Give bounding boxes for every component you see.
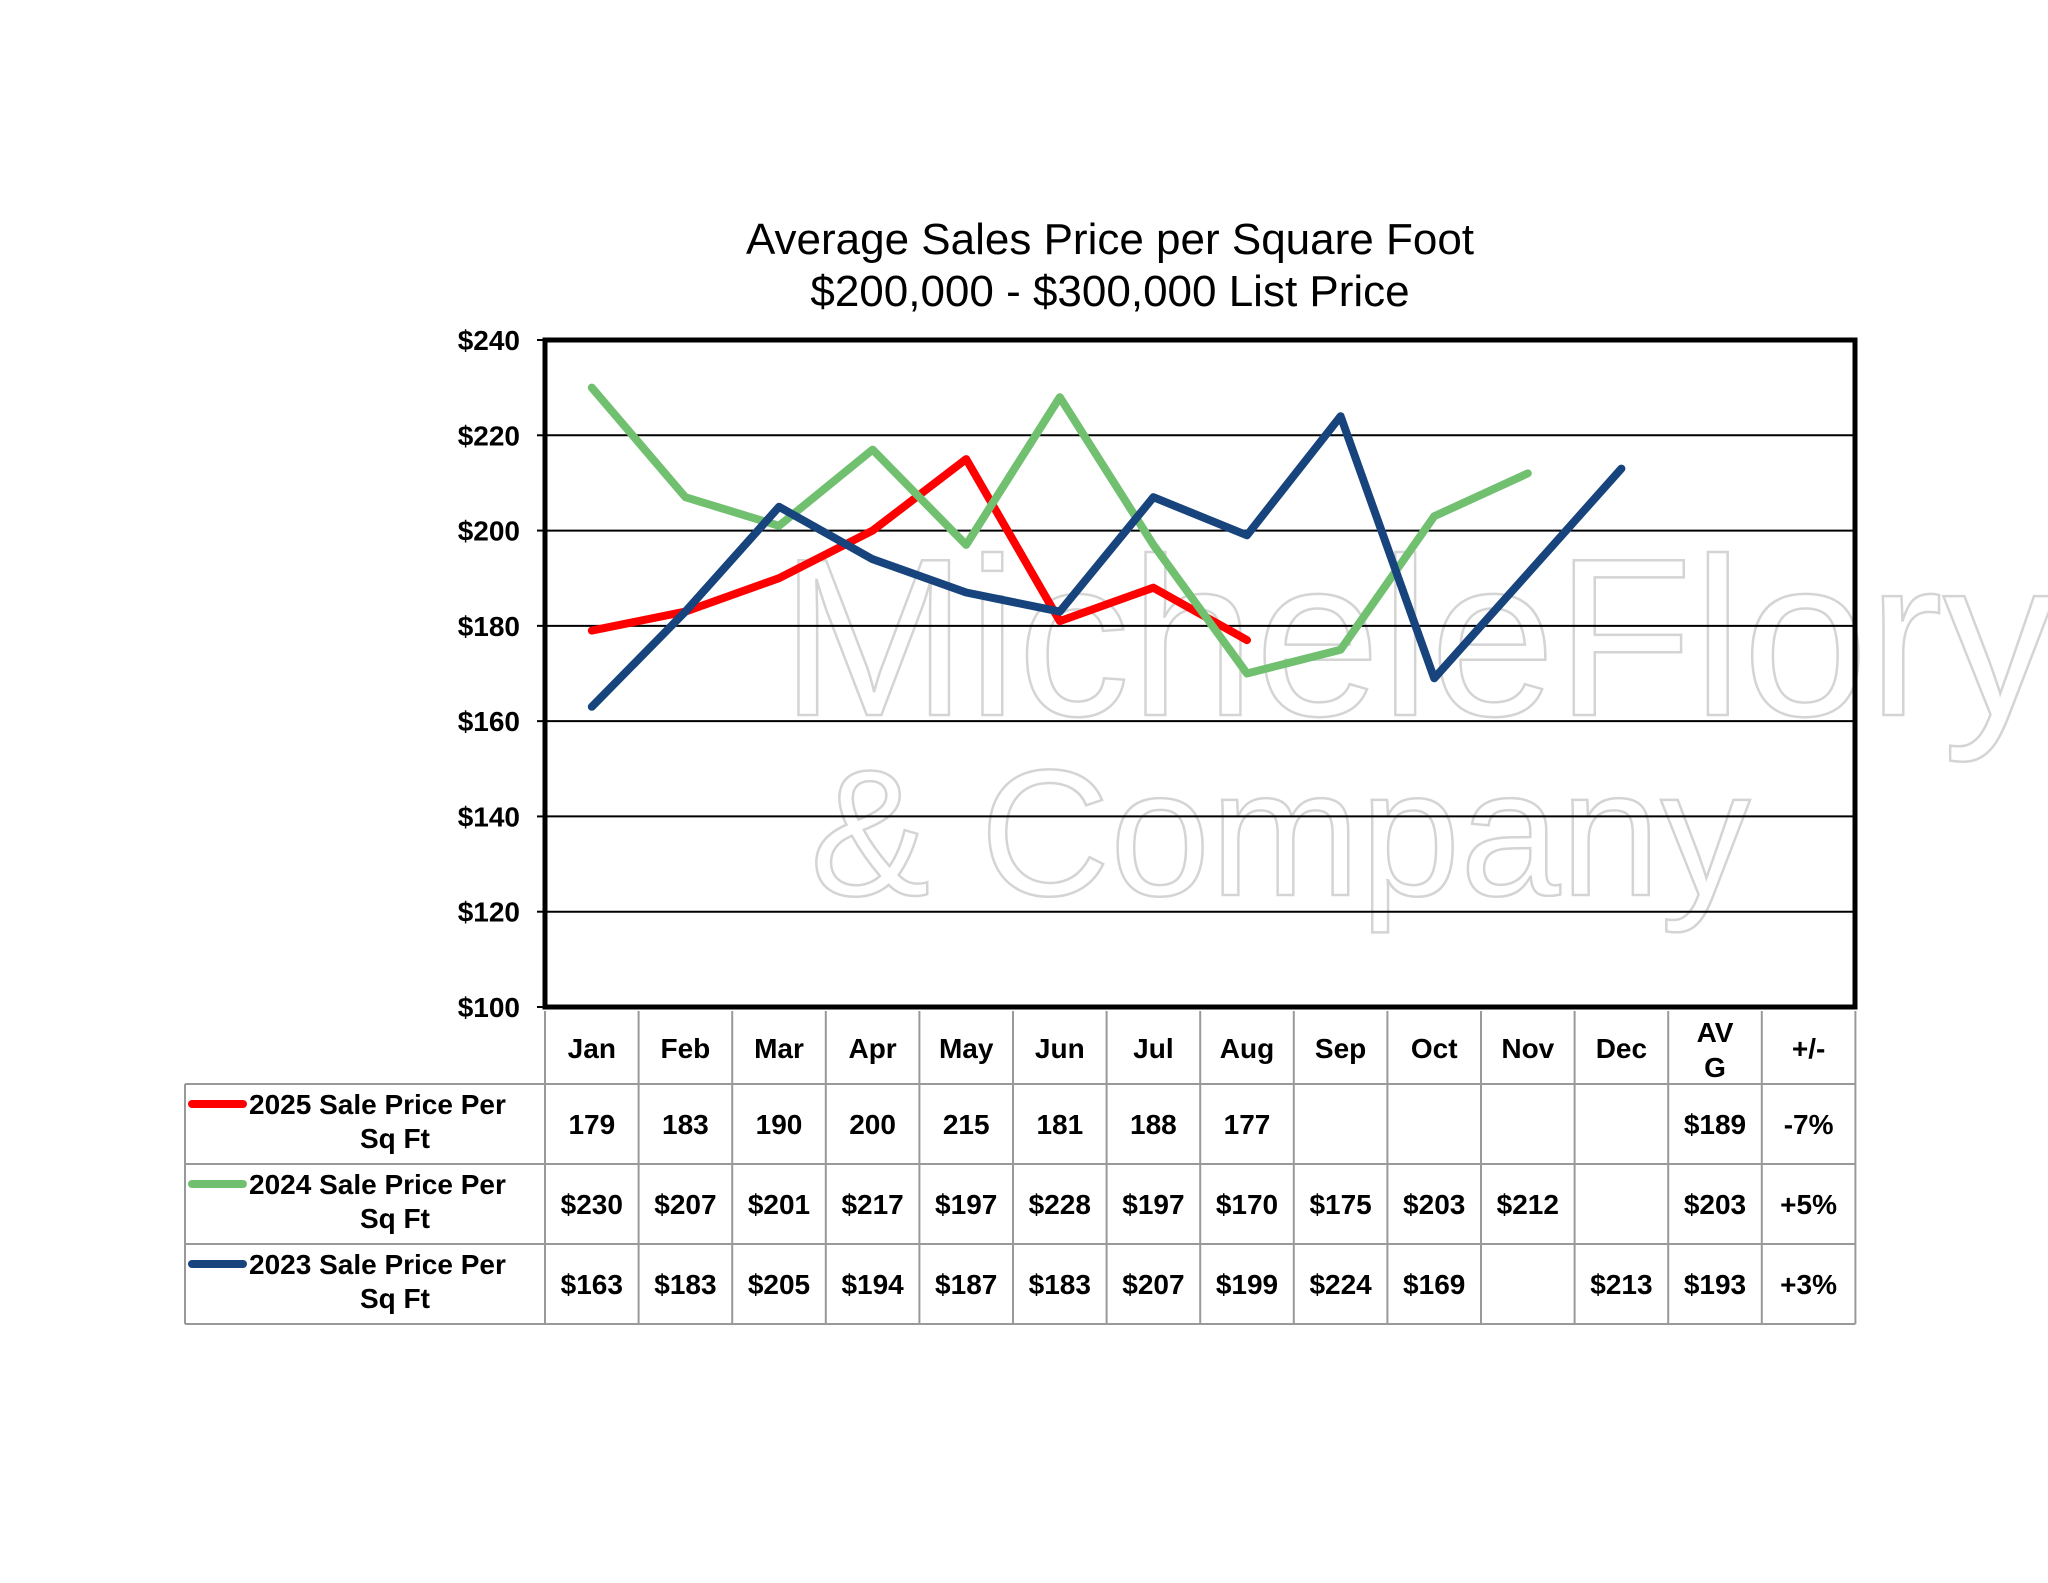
plot-frame <box>542 337 1858 1010</box>
header-cell: Aug <box>1220 1033 1274 1064</box>
y-tick-label: $120 <box>458 897 520 928</box>
data-cell: $230 <box>561 1189 623 1220</box>
data-cell: $207 <box>654 1189 716 1220</box>
watermark-line2: & Company <box>810 733 1750 934</box>
chart-title: Average Sales Price per Square Foot <box>746 215 1474 264</box>
data-cell: $199 <box>1216 1269 1278 1300</box>
data-cell: $205 <box>748 1269 810 1300</box>
y-tick-label: $220 <box>458 420 520 451</box>
y-axis: $100 $120 $140 $160 $180 $200 $220 $240 <box>458 325 545 1023</box>
header-cell: Feb <box>661 1033 711 1064</box>
data-cell: 188 <box>1130 1109 1177 1140</box>
data-cell: 215 <box>943 1109 990 1140</box>
header-cell: Nov <box>1501 1033 1554 1064</box>
y-tick-label: $100 <box>458 992 520 1023</box>
data-cell: $183 <box>654 1269 716 1300</box>
data-cell: $183 <box>1029 1269 1091 1300</box>
avg-cell: $203 <box>1684 1189 1746 1220</box>
data-cell: 181 <box>1036 1109 1083 1140</box>
data-cell: $194 <box>841 1269 904 1300</box>
data-cell: $197 <box>935 1189 997 1220</box>
header-cell: Dec <box>1596 1033 1647 1064</box>
data-cell: $217 <box>841 1189 903 1220</box>
header-cell: Jan <box>568 1033 616 1064</box>
data-cell: $163 <box>561 1269 623 1300</box>
data-cell: $213 <box>1590 1269 1652 1300</box>
legend-label: Sq Ft <box>360 1123 430 1154</box>
legend-label: 2024 Sale Price Per <box>249 1169 506 1200</box>
header-cell: May <box>939 1033 994 1064</box>
avg-cell: $193 <box>1684 1269 1746 1300</box>
legend-label: Sq Ft <box>360 1283 430 1314</box>
change-cell: -7% <box>1784 1109 1834 1140</box>
data-cell: $187 <box>935 1269 997 1300</box>
change-cell: +3% <box>1780 1269 1837 1300</box>
data-cell: 177 <box>1224 1109 1271 1140</box>
data-cell: $203 <box>1403 1189 1465 1220</box>
data-cell: $201 <box>748 1189 810 1220</box>
chart-subtitle: $200,000 - $300,000 List Price <box>810 267 1409 316</box>
data-cell: 190 <box>756 1109 803 1140</box>
data-cell: $197 <box>1122 1189 1184 1220</box>
header-cell: G <box>1704 1052 1726 1083</box>
data-cell: $175 <box>1309 1189 1371 1220</box>
header-cell: +/- <box>1792 1033 1825 1064</box>
y-tick-label: $200 <box>458 516 520 547</box>
y-tick-label: $240 <box>458 325 520 356</box>
header-cell: Apr <box>848 1033 896 1064</box>
series-line-2 <box>587 383 1532 678</box>
series-line-3 <box>587 412 1626 711</box>
header-cell: Sep <box>1315 1033 1366 1064</box>
data-cell: $170 <box>1216 1189 1278 1220</box>
series-lines <box>587 383 1626 711</box>
data-table: Jan Feb Mar Apr May Jun Jul Aug Sep Oct Nov Dec AV G +… <box>184 1011 1857 1325</box>
data-cell: 200 <box>849 1109 896 1140</box>
data-cell: $224 <box>1309 1269 1372 1300</box>
data-cell: $169 <box>1403 1269 1465 1300</box>
header-cell: Mar <box>754 1033 804 1064</box>
y-tick-label: $180 <box>458 611 520 642</box>
watermark-logo: MicheleFlory & Company <box>779 510 2048 936</box>
avg-cell: $189 <box>1684 1109 1746 1140</box>
data-cell: $228 <box>1029 1189 1091 1220</box>
legend-label: Sq Ft <box>360 1203 430 1234</box>
data-cell: 183 <box>662 1109 709 1140</box>
header-cell: Jun <box>1035 1033 1085 1064</box>
y-tick-label: $140 <box>458 801 520 832</box>
header-cell: Jul <box>1133 1033 1173 1064</box>
legend-label: 2023 Sale Price Per <box>249 1249 506 1280</box>
legend-label: 2025 Sale Price Per <box>249 1089 506 1120</box>
header-cell: AV <box>1697 1017 1734 1048</box>
data-cell: 179 <box>568 1109 615 1140</box>
y-tick-label: $160 <box>458 706 520 737</box>
data-cell: $212 <box>1497 1189 1559 1220</box>
change-cell: +5% <box>1780 1189 1837 1220</box>
header-cell: Oct <box>1411 1033 1458 1064</box>
data-cell: $207 <box>1122 1269 1184 1300</box>
grid-lines <box>545 434 1855 913</box>
